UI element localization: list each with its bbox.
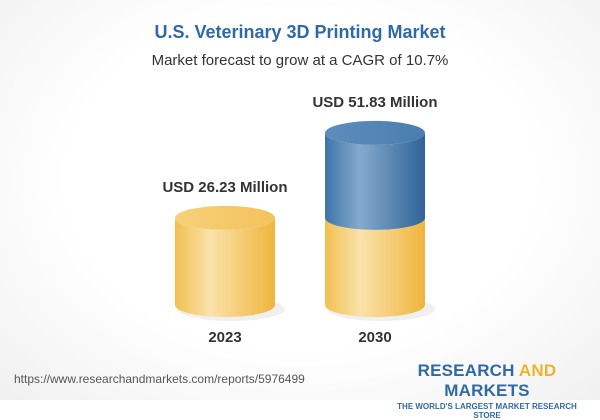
logo-tagline: THE WORLD'S LARGEST MARKET RESEARCH STOR… (397, 402, 577, 420)
bar-top-2023 (175, 205, 275, 230)
background (0, 0, 600, 400)
data-label: USD 26.23 Million (162, 179, 287, 196)
cylinder-chart: USD 26.23 Million 2023 USD 51.83 Million 20… (162, 94, 437, 346)
logo-text-research: RESEARCH (417, 361, 519, 380)
bar-base-segment-2030 (325, 217, 425, 317)
chart-title: U.S. Veterinary 3D Printing Market (154, 22, 446, 42)
data-label: USD 51.83 Million (312, 94, 437, 111)
category-label: 2023 (208, 329, 241, 346)
bar-growth-segment-2030 (325, 132, 425, 230)
logo-text-and: AND (518, 361, 557, 380)
source-url[interactable]: https://www.researchandmarkets.com/repor… (14, 372, 305, 386)
chart-subtitle: Market forecast to grow at a CAGR of 10.… (151, 52, 449, 69)
logo-text-markets: MARKETS (444, 381, 530, 400)
research-and-markets-logo: RESEARCH AND MARKETS THE WORLD'S LARGEST… (384, 361, 590, 420)
category-label: 2030 (358, 329, 391, 346)
bar-top-2030 (325, 120, 425, 145)
bar-2023 (175, 217, 275, 317)
